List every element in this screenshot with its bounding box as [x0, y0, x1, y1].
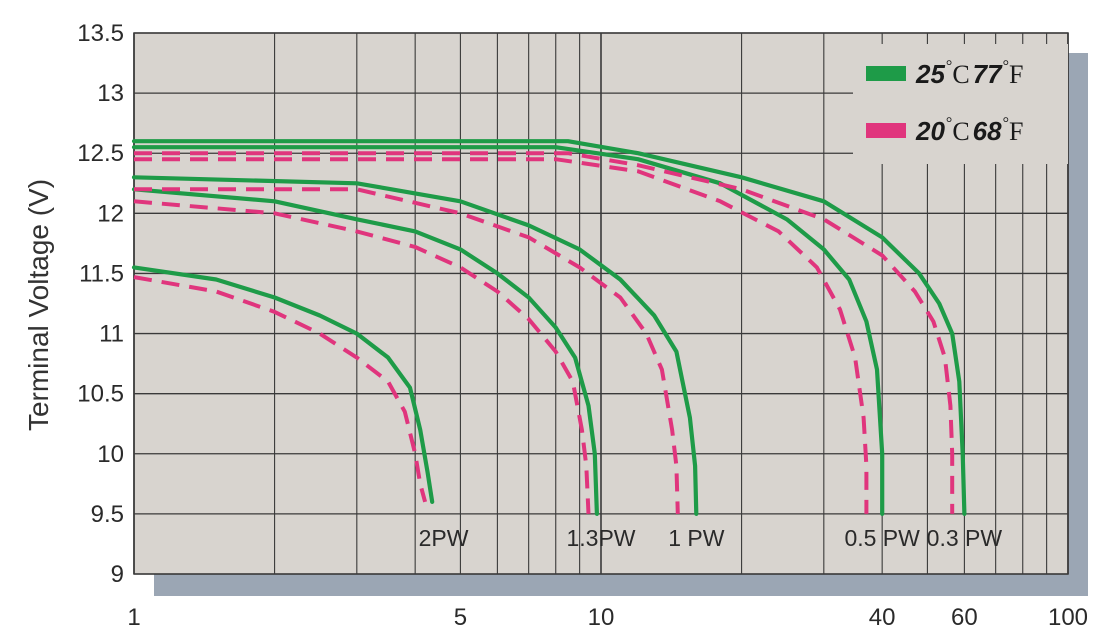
y-tick-label: 10.5: [77, 381, 124, 408]
curve-solid-0.5pw: [131, 145, 885, 516]
legend-box: [853, 44, 1068, 164]
curves: [131, 139, 967, 516]
curve-label: 0.5 PW: [844, 525, 920, 551]
x-tick-label: 60: [951, 604, 978, 631]
curve-dashed-2pw: [133, 275, 428, 503]
y-tick-label: 9: [111, 561, 124, 588]
legend-swatch: [866, 66, 906, 81]
curve-solid-2pw: [131, 265, 435, 504]
y-axis-label: Terminal Voltage (V): [23, 179, 54, 431]
legend-num: 77: [973, 59, 1003, 89]
x-tick-label: 1: [127, 604, 140, 631]
curve-label: 1.3PW: [566, 525, 635, 551]
y-tick-label: 12: [97, 200, 124, 227]
x-tick-label: 100: [1048, 604, 1088, 631]
legend-num: 20: [915, 116, 945, 146]
degree-symbol: °: [1003, 58, 1009, 75]
curve-solid-0.3pw: [131, 139, 967, 516]
y-tick-label: 13.5: [77, 20, 124, 47]
x-tick-label: 40: [869, 604, 896, 631]
y-tick-label: 12.5: [77, 140, 124, 167]
legend-unit: C: [952, 117, 969, 146]
curve-dashed-1.3pw: [133, 199, 591, 514]
curve-label: 0.3 PW: [927, 525, 1003, 551]
y-tick-label: 10: [97, 441, 124, 468]
legend-num: 25: [915, 59, 945, 89]
y-tick-label: 9.5: [91, 501, 124, 528]
y-tick-label: 13: [97, 80, 124, 107]
x-tick-label: 5: [454, 604, 467, 631]
degree-symbol: °: [1003, 115, 1009, 132]
plot-frame: [133, 32, 1069, 575]
degree-symbol: °: [946, 58, 952, 75]
curve-labels: 2PW 1.3PW 1 PW 0.5 PW 0.3 PW: [419, 525, 1003, 551]
degree-symbol: °: [946, 115, 952, 132]
legend-unit: C: [952, 60, 969, 89]
curve-dashed-0.5pw: [134, 157, 869, 514]
curve-dashed-1pw: [134, 187, 680, 514]
legend-unit: F: [1009, 60, 1023, 89]
curve-dashed-0.3pw: [134, 151, 955, 514]
curve-label: 2PW: [419, 525, 469, 551]
y-tick-label: 11.5: [79, 260, 124, 287]
curve-solid-1.3pw: [131, 187, 599, 516]
y-tick-label: 11: [99, 321, 124, 348]
axis-ticks: 9 9.5 10 10.5 11 11.5 12 12.5 13 13.5 1 5 10 40 60 100: [77, 20, 1088, 631]
x-tick-label: 10: [588, 604, 615, 631]
legend: 25 ° C 77 ° F20 ° C 68 ° F: [853, 44, 1068, 164]
legend-swatch: [866, 123, 906, 138]
curve-solid-1pw: [131, 175, 699, 516]
legend-unit: F: [1009, 117, 1023, 146]
legend-num: 68: [973, 116, 1002, 146]
curve-label: 1 PW: [668, 525, 725, 551]
